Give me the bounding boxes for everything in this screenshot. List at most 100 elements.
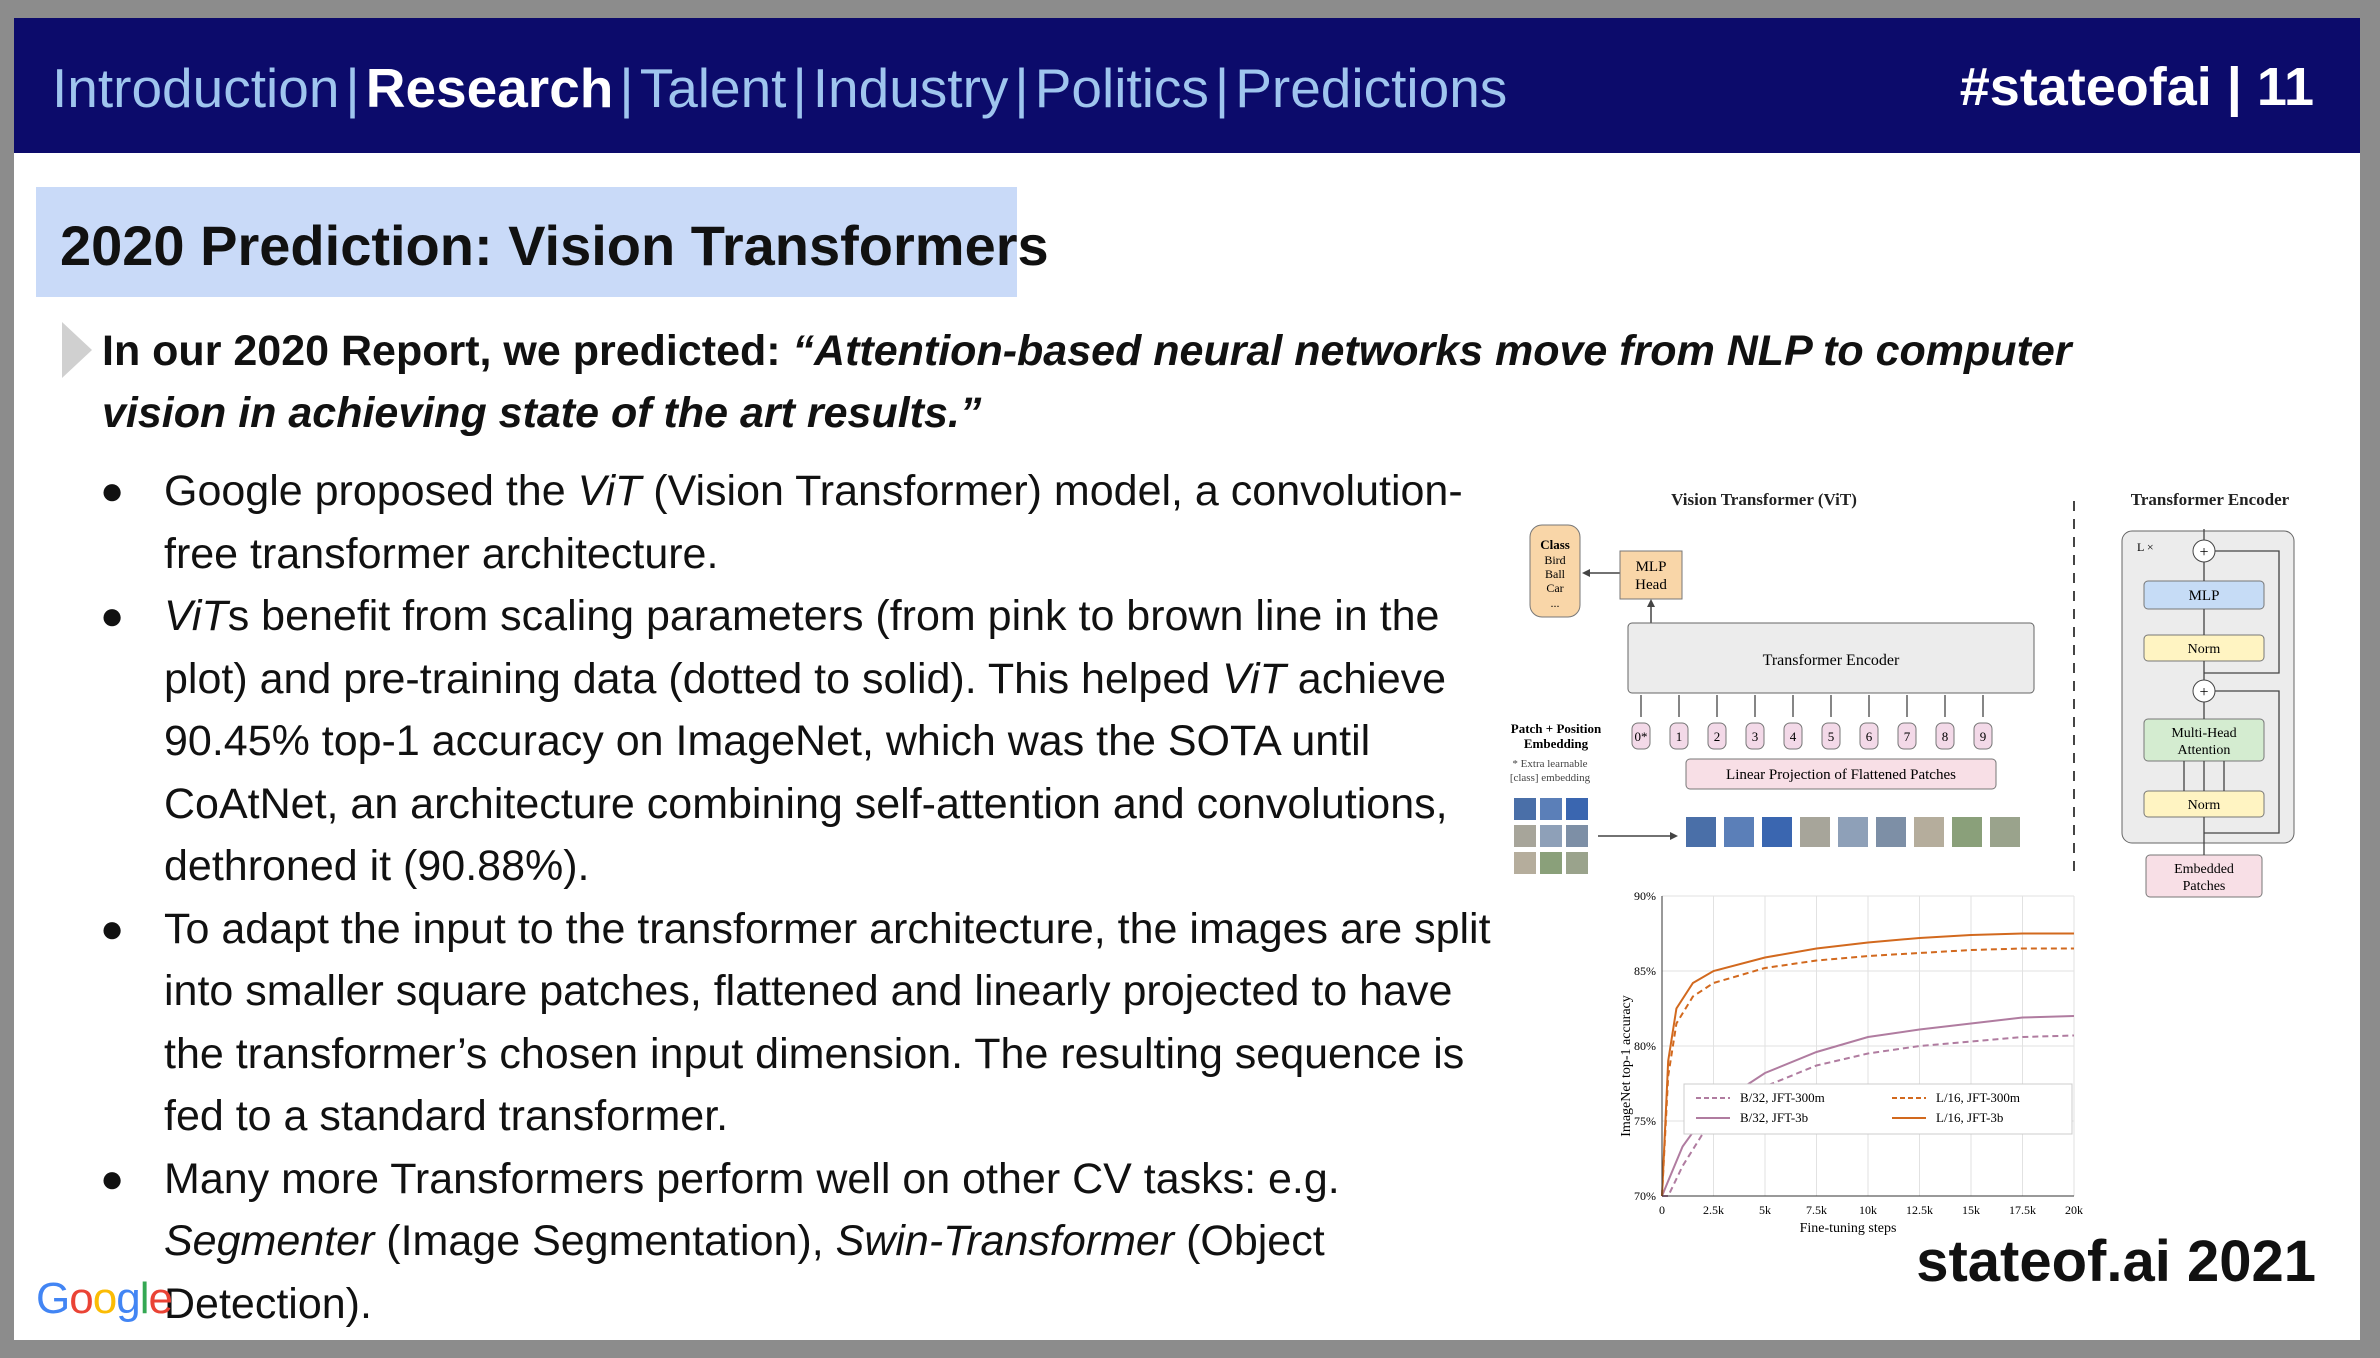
- series-line: [1662, 1034, 2075, 1197]
- patch-embedding-label: Patch + Position: [1511, 721, 1602, 736]
- class-more: ...: [1551, 596, 1560, 610]
- nav-predictions[interactable]: Predictions: [1235, 57, 1508, 119]
- bullet-text: (Vision Transformer) model, a convolutio…: [164, 467, 1463, 578]
- nav-politics[interactable]: Politics: [1034, 57, 1209, 119]
- bullet-text: Google proposed the: [164, 467, 578, 515]
- nav-talent[interactable]: Talent: [639, 57, 787, 119]
- class-car: Car: [1546, 581, 1563, 595]
- chart-grid: [1661, 895, 2075, 1197]
- y-tick-label: 85%: [1634, 964, 1656, 978]
- position-token: [1669, 722, 1689, 750]
- mlp-head-label: Head: [1635, 577, 1667, 593]
- position-token: [1897, 722, 1917, 750]
- source-patch: [1566, 852, 1588, 874]
- source-patch: [1514, 852, 1536, 874]
- nav-separator: |: [792, 57, 807, 119]
- position-token: [1707, 722, 1727, 750]
- nav-separator: |: [619, 57, 634, 119]
- bullet-icon: ●: [100, 594, 125, 638]
- bullet-emphasis: Swin-Transformer: [835, 1217, 1175, 1265]
- chart-axes: 70% 75% 80% 85% 90% 0 2.5k 5k 7.5k 10k 12.5k 15k 17.…: [1634, 889, 2083, 1217]
- bullet-emphasis: ViT: [1222, 654, 1286, 703]
- y-tick-label: 80%: [1634, 1039, 1656, 1053]
- image-patch: [1876, 817, 1906, 847]
- series-line: [1661, 932, 2074, 1197]
- image-patch: [1838, 817, 1868, 847]
- encoder-flow-lines: [2183, 529, 2280, 855]
- image-patch: [1762, 817, 1792, 847]
- source-patch: [1566, 798, 1588, 820]
- nav-introduction[interactable]: Introduction: [52, 57, 340, 119]
- position-token: [1783, 722, 1803, 750]
- residual-line: [2204, 690, 2280, 834]
- section-nav: Introduction | Research | Talent | Industry | Po…: [52, 56, 1507, 120]
- patch-images-row: [1686, 817, 2020, 847]
- vit-architecture-diagram: Vision Transformer (ViT) Transformer Enc…: [1510, 490, 2295, 898]
- extra-note: * Extra learnable: [1512, 758, 1587, 770]
- accuracy-line-chart: 70% 75% 80% 85% 90% 0 2.5k 5k 7.5k 10k 12.5k 15k 17.…: [1619, 889, 2083, 1236]
- image-patch: [1990, 817, 2020, 847]
- token-label: 9: [1980, 729, 1987, 744]
- google-logo: Google: [36, 1274, 173, 1323]
- source-patch: [1540, 852, 1562, 874]
- class-bird: Bird: [1544, 553, 1565, 567]
- x-tick-label: 7.5k: [1806, 1203, 1827, 1217]
- y-tick-label: 90%: [1634, 889, 1656, 903]
- position-token: [1745, 722, 1765, 750]
- position-token: [1631, 722, 1651, 750]
- chart-legend: B/32, JFT-300m L/16, JFT-300m B/32, JFT-3b…: [1683, 1083, 2073, 1135]
- bullet-list: ● Google proposed the ViT (Vision Transfo…: [70, 460, 1510, 1335]
- token-label: 1: [1676, 729, 1683, 744]
- x-tick-label: 10k: [1859, 1203, 1877, 1217]
- mlp-head-label: MLP: [1636, 559, 1667, 575]
- position-token: [1821, 722, 1841, 750]
- class-label: Class: [1540, 537, 1570, 552]
- series-line: [1661, 947, 2074, 1197]
- nav-research[interactable]: Research: [365, 57, 614, 119]
- x-tick-label: 0: [1659, 1203, 1665, 1217]
- x-tick-label: 15k: [1962, 1203, 1980, 1217]
- x-tick-label: 5k: [1759, 1203, 1771, 1217]
- arrowhead: [1582, 569, 1590, 577]
- nav-industry[interactable]: Industry: [812, 57, 1009, 119]
- token-label: 3: [1752, 729, 1759, 744]
- bullet-item: ● To adapt the input to the transformer a…: [70, 898, 1510, 1148]
- x-tick-label: 12.5k: [1906, 1203, 1933, 1217]
- arrowhead: [1647, 599, 1655, 607]
- mha-label: Attention: [2178, 743, 2231, 758]
- bullet-text: (Image Segmentation),: [374, 1217, 836, 1265]
- class-ball: Ball: [1545, 567, 1566, 581]
- bullet-text: Many more Transformers perform well on o…: [164, 1154, 1340, 1203]
- x-axis-label: Fine-tuning steps: [1800, 1221, 1897, 1236]
- diagram-title: Vision Transformer (ViT): [1671, 490, 1857, 509]
- token-label: 6: [1866, 729, 1873, 744]
- transformer-encoder-label: Transformer Encoder: [1763, 652, 1900, 669]
- bullet-text: To adapt the input to the transformer ar…: [164, 904, 1491, 1141]
- arrowhead: [1670, 832, 1678, 840]
- bullet-icon: ●: [100, 469, 125, 513]
- token-label: 0*: [1635, 729, 1648, 744]
- position-token: [1973, 722, 1993, 750]
- legend-label: L/16, JFT-300m: [1936, 1090, 2020, 1105]
- x-tick-label: 2.5k: [1703, 1203, 1724, 1217]
- embedded-patches-label: Patches: [2183, 879, 2226, 894]
- y-axis-label: ImageNet top-1 accuracy: [1619, 995, 1634, 1136]
- encoder-panel-title: Transformer Encoder: [2131, 490, 2290, 509]
- mlp-block-label: MLP: [2189, 588, 2220, 604]
- transformer-encoder-box: [1627, 622, 2035, 694]
- bullet-item: ● Google proposed the ViT (Vision Transfo…: [70, 460, 1510, 585]
- source-patch: [1514, 798, 1536, 820]
- token-row: 0* 1 2 3 4 5 6 7 8 9: [1631, 695, 1993, 750]
- embedded-patches-label: Embedded: [2174, 862, 2234, 877]
- image-patch: [1800, 817, 1830, 847]
- nav-separator: |: [1014, 57, 1029, 119]
- token-label: 5: [1828, 729, 1835, 744]
- image-patch: [1724, 817, 1754, 847]
- slide-title-box: 2020 Prediction: Vision Transformers: [36, 187, 1049, 297]
- lead-quote: “Attention-based neural networks move fr…: [102, 327, 2072, 437]
- hashtag-page-number: #stateofai | 11: [1959, 57, 2314, 117]
- bullet-emphasis: ViT: [164, 592, 228, 640]
- class-output-box: [1529, 524, 1581, 618]
- norm-block-label: Norm: [2188, 642, 2221, 657]
- plus-sign: +: [2199, 684, 2208, 701]
